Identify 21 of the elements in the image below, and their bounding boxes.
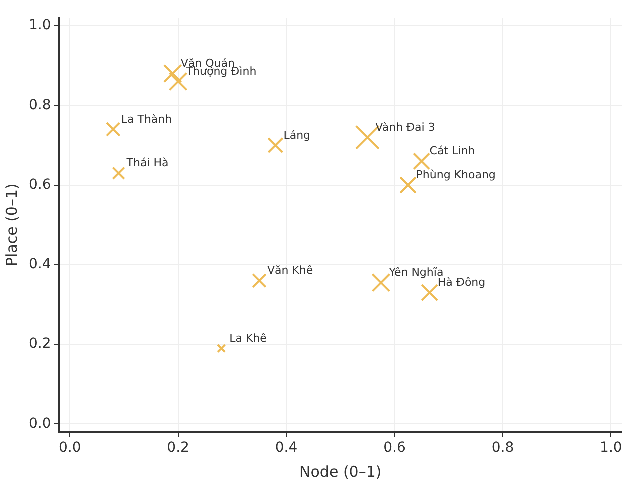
y-tick-label: 0.8 xyxy=(29,97,52,114)
x-tick-label: 0.0 xyxy=(58,440,82,456)
x-tick-label: 0.6 xyxy=(384,440,406,456)
annotation: Phùng Khoang xyxy=(416,168,496,182)
x-tick-label: 0.4 xyxy=(275,440,298,456)
x-axis-title: Node (0–1) xyxy=(300,462,382,481)
x-tick-label: 0.8 xyxy=(492,440,514,456)
y-tick-label: 0.0 xyxy=(29,416,52,432)
annotation: Láng xyxy=(284,128,311,142)
annotation: Văn Khê xyxy=(267,264,314,278)
annotation: Thái Hà xyxy=(126,156,169,170)
y-tick-label: 0.2 xyxy=(29,336,52,352)
x-tick-label: 0.2 xyxy=(167,440,190,456)
y-tick-label: 0.4 xyxy=(29,256,52,273)
y-axis-title: Place (0–1) xyxy=(2,184,21,267)
annotation: Cát Linh xyxy=(430,144,476,158)
annotation: La Thành xyxy=(121,112,172,126)
annotation: La Khê xyxy=(230,332,268,345)
y-tick-label: 1.0 xyxy=(29,18,52,34)
y-tick-label: 0.6 xyxy=(29,176,52,193)
x-tick-label: 1.0 xyxy=(600,440,622,456)
